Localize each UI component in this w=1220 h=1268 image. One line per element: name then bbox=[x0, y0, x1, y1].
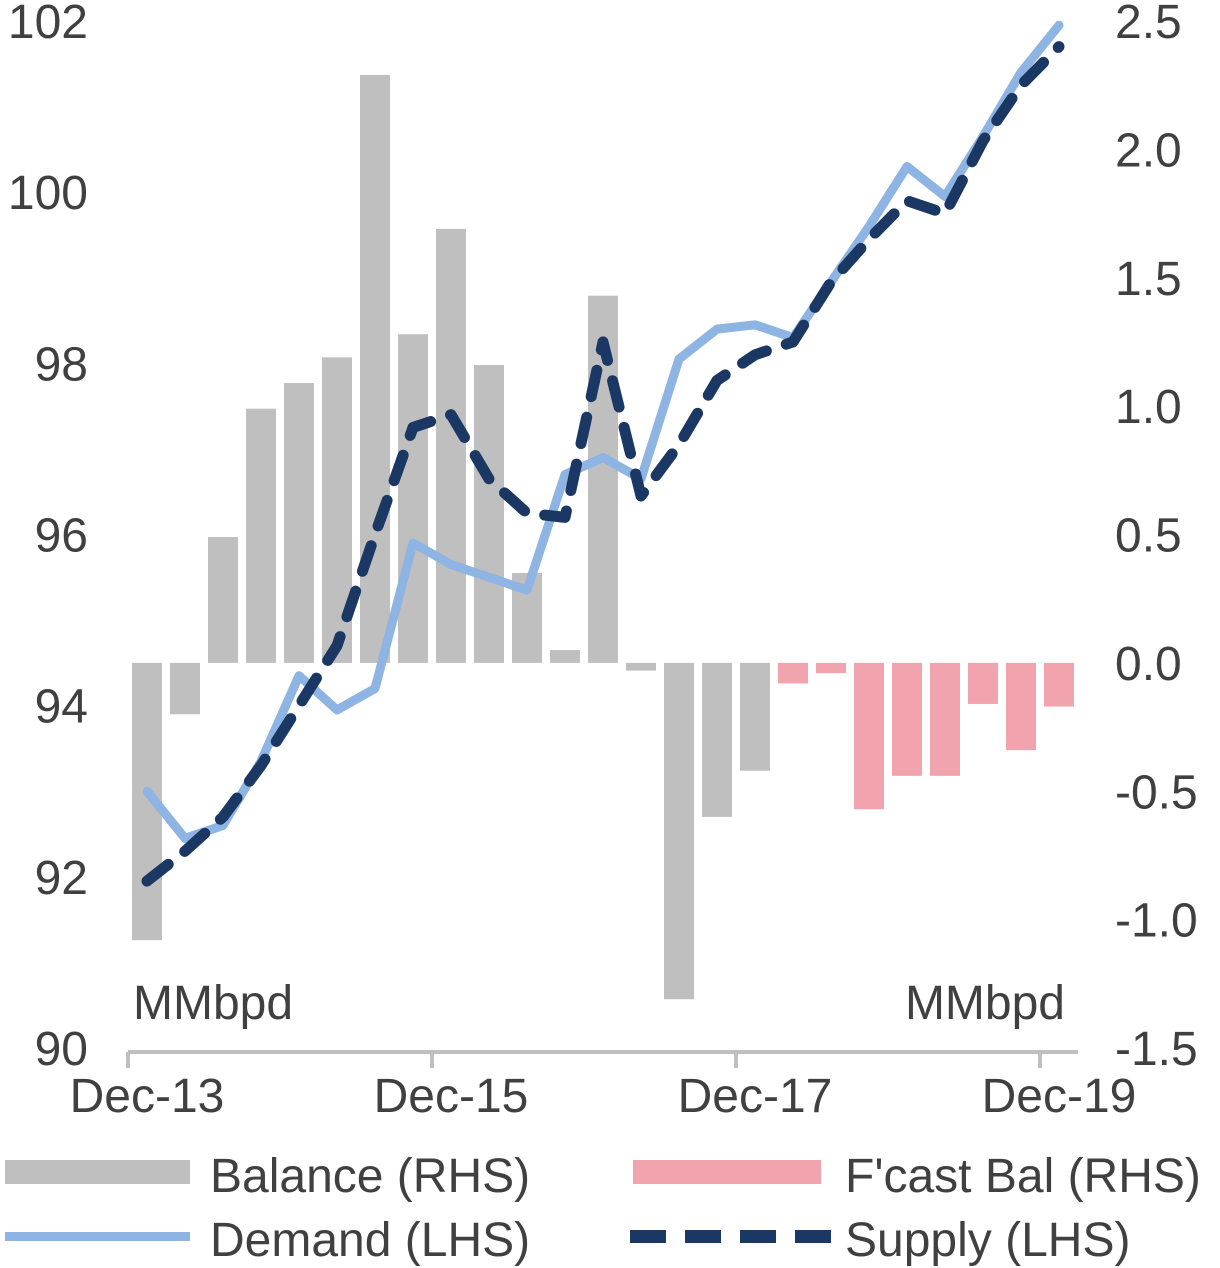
demand-legend-label: Demand (LHS) bbox=[210, 1214, 531, 1267]
forecast-balance-bar bbox=[892, 662, 922, 776]
right-axis-label: 2.0 bbox=[1115, 124, 1182, 177]
forecast-balance-legend-swatch bbox=[633, 1160, 821, 1184]
left-axis-label: 102 bbox=[8, 0, 88, 49]
x-axis-label: Dec-13 bbox=[70, 1070, 225, 1123]
supply-line bbox=[141, 41, 1065, 887]
demand-line bbox=[142, 20, 1064, 843]
left-axis-label: 100 bbox=[8, 167, 88, 220]
right-axis-label: -0.5 bbox=[1115, 766, 1198, 819]
forecast-balance-bar bbox=[1044, 662, 1074, 707]
supply-legend-swatch bbox=[630, 1230, 835, 1243]
forecast-balance-legend-label: F'cast Bal (RHS) bbox=[845, 1150, 1201, 1203]
forecast-balance-bar bbox=[778, 662, 808, 684]
left-axis-label: 92 bbox=[35, 852, 88, 905]
balance-legend-swatch bbox=[5, 1160, 190, 1184]
left-unit-label: MMbpd bbox=[133, 977, 293, 1030]
balance-bar bbox=[398, 334, 428, 663]
forecast-balance-bar bbox=[854, 662, 884, 810]
legend-row-2: Demand (LHS) Supply (LHS) bbox=[0, 1210, 1220, 1267]
left-axis-label: 94 bbox=[35, 681, 88, 734]
x-axis-label: Dec-17 bbox=[678, 1070, 833, 1123]
forecast-balance-bar bbox=[816, 662, 846, 674]
forecast-balance-bar bbox=[1006, 662, 1036, 751]
balance-bar bbox=[702, 662, 732, 817]
right-axis-label: 1.0 bbox=[1115, 381, 1182, 434]
x-axis-label: Dec-19 bbox=[982, 1070, 1137, 1123]
balance-bar bbox=[284, 383, 314, 663]
right-axis-label: 2.5 bbox=[1115, 0, 1182, 49]
balance-bar bbox=[170, 662, 200, 715]
right-axis-label: 1.5 bbox=[1115, 253, 1182, 306]
right-axis-label: -1.5 bbox=[1115, 1023, 1198, 1076]
legend-row-1: Balance (RHS) F'cast Bal (RHS) bbox=[0, 1146, 1220, 1203]
balance-bar bbox=[436, 228, 466, 663]
balance-legend-label: Balance (RHS) bbox=[210, 1150, 531, 1203]
balance-bar bbox=[740, 662, 770, 771]
balance-bar bbox=[664, 662, 694, 1000]
demand-legend-swatch bbox=[5, 1232, 190, 1241]
forecast-balance-bar bbox=[968, 662, 998, 704]
left-axis-label: 98 bbox=[35, 338, 88, 391]
right-axis-label: 0.0 bbox=[1115, 638, 1182, 691]
left-axis-label: 96 bbox=[35, 510, 88, 563]
supply-legend-label: Supply (LHS) bbox=[845, 1214, 1131, 1267]
right-axis-label: 0.5 bbox=[1115, 510, 1182, 563]
left-axis-label: 90 bbox=[35, 1023, 88, 1076]
right-unit-label: MMbpd bbox=[905, 977, 1065, 1030]
balance-bar bbox=[208, 537, 238, 663]
plot-area: Dec-13 Dec-15 Dec-17 Dec-19 102 100 98 96 94 92 90… bbox=[8, 0, 1198, 1123]
balance-bar bbox=[550, 650, 580, 663]
forecast-balance-bar bbox=[930, 662, 960, 776]
x-axis-label: Dec-15 bbox=[374, 1070, 529, 1123]
balance-bar bbox=[246, 408, 276, 663]
right-axis-label: -1.0 bbox=[1115, 895, 1198, 948]
balance-bar bbox=[626, 662, 656, 671]
balance-bar bbox=[474, 365, 504, 663]
